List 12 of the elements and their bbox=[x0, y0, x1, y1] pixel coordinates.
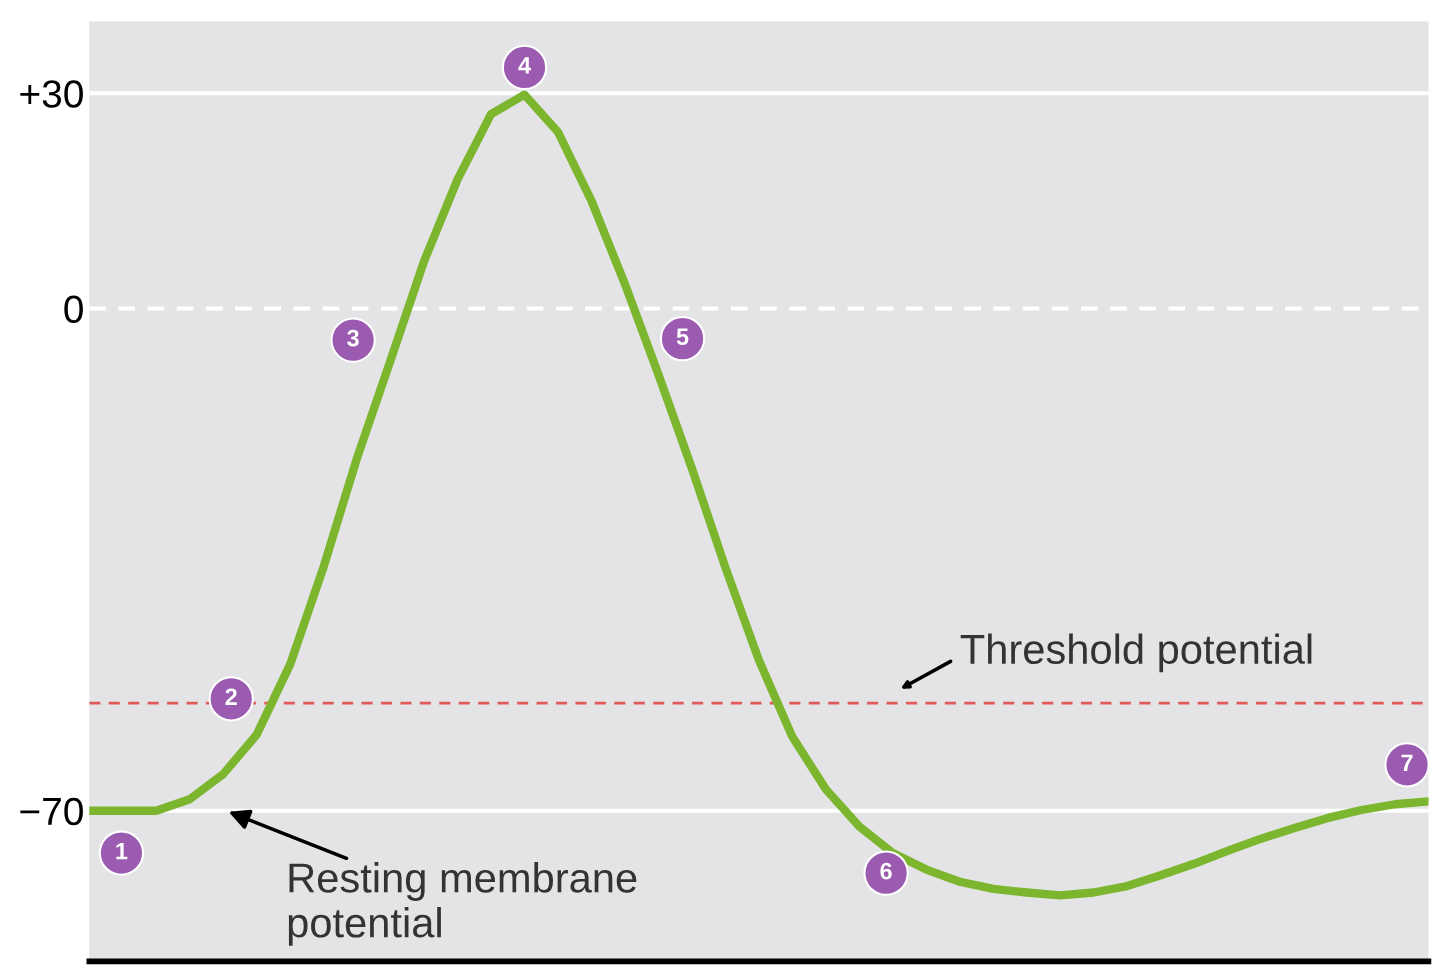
annotation: 2 bbox=[225, 688, 237, 705]
annotation: 3 bbox=[347, 329, 359, 347]
y-tick-label: 0 bbox=[64, 295, 83, 323]
y-tick-label: +30 bbox=[20, 80, 83, 108]
annotation: 4 bbox=[518, 57, 531, 74]
annotation: 5 bbox=[676, 328, 689, 345]
ref-line-label: Threshold potential bbox=[960, 633, 1312, 673]
annotation: 1 bbox=[116, 842, 128, 860]
y-tick-label: −70 bbox=[20, 797, 83, 826]
annotation: 7 bbox=[1401, 754, 1413, 771]
annotation: 6 bbox=[880, 862, 892, 880]
annotation: Resting membrane potential bbox=[288, 862, 637, 946]
